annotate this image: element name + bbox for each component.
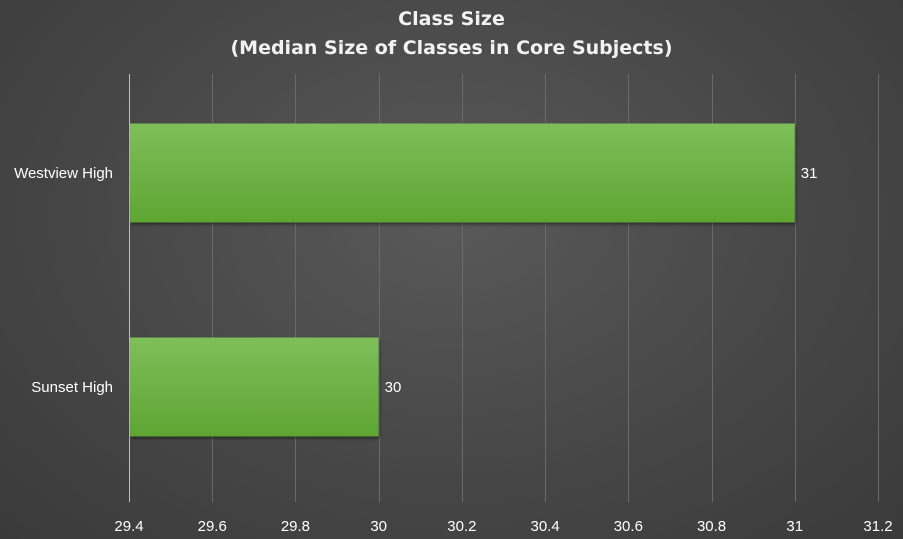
labels: 29.4 29.6 29.8 30 30.2 30.4 30.6 30.8 31 31.2 West… <box>14 165 893 535</box>
x-tick-label: 31.2 <box>863 518 892 535</box>
bar <box>130 337 379 437</box>
chart-title: Class Size <box>398 8 505 30</box>
x-tick-label: 30.8 <box>697 518 726 535</box>
x-tick-label: 30.4 <box>531 518 560 535</box>
category-label: Sunset High <box>31 379 113 396</box>
x-tick-label: 30.6 <box>614 518 643 535</box>
data-label: 30 <box>385 379 402 396</box>
x-tick-label: 31 <box>786 518 803 535</box>
x-tick-label: 29.4 <box>114 518 143 535</box>
x-tick-label: 30.2 <box>447 518 476 535</box>
x-tick-label: 29.6 <box>198 518 227 535</box>
chart-subtitle: (Median Size of Classes in Core Subjects… <box>230 37 673 59</box>
bar <box>130 123 795 223</box>
bars <box>130 123 795 437</box>
x-tick-label: 30 <box>370 518 387 535</box>
data-label: 31 <box>801 165 818 182</box>
category-label: Westview High <box>14 165 113 182</box>
x-tick-label: 29.8 <box>281 518 310 535</box>
